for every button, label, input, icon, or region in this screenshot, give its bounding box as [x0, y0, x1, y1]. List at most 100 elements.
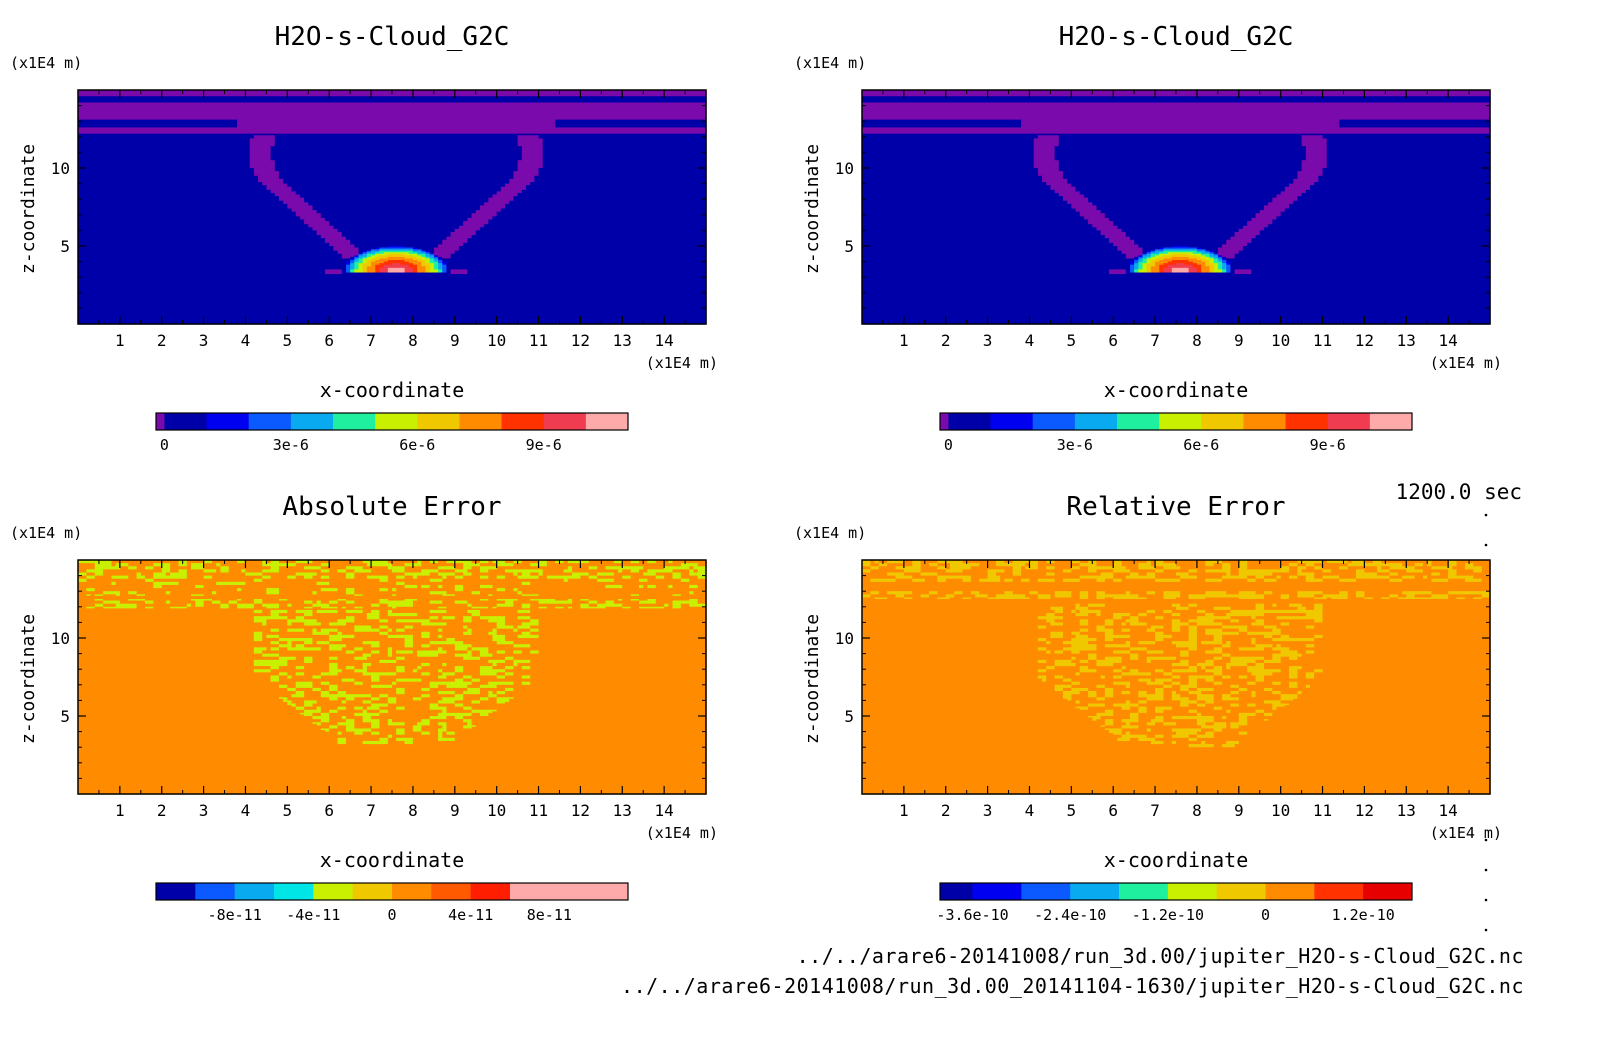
heatmap-cell — [128, 563, 154, 566]
heatmap-cell — [358, 253, 364, 256]
heatmap-cell — [1356, 591, 1365, 594]
heatmap-cell — [1247, 221, 1273, 224]
heatmap-cell — [1280, 622, 1290, 625]
heatmap-cell — [995, 595, 1026, 599]
heatmap-cell — [862, 263, 1131, 266]
heatmap-cell — [479, 650, 489, 653]
heatmap-cell — [862, 303, 1491, 306]
heatmap-cell — [78, 264, 347, 267]
heatmap-cell — [404, 583, 523, 586]
heatmap-cell — [1096, 227, 1118, 230]
heatmap-cell — [1100, 231, 1127, 235]
heatmap-cell — [253, 659, 288, 662]
heatmap-cell — [454, 655, 473, 658]
heatmap-cell — [1222, 267, 1227, 270]
heatmap-cell — [1163, 567, 1181, 570]
heatmap-cell — [216, 581, 247, 584]
heatmap-cell — [320, 236, 347, 239]
heatmap-cell — [1318, 178, 1491, 182]
heatmap-cell — [412, 600, 431, 603]
heatmap-cell — [505, 560, 515, 563]
heatmap-cell — [404, 670, 414, 673]
heatmap-cell — [78, 784, 707, 787]
heatmap-cell — [454, 638, 494, 641]
heatmap-cell — [354, 720, 364, 723]
heatmap-cell — [1188, 606, 1215, 609]
heatmap-cell — [345, 617, 355, 620]
heatmap-cell — [1138, 594, 1165, 597]
heatmap-cell — [78, 712, 301, 716]
heatmap-cell — [404, 586, 418, 589]
heatmap-cell — [446, 263, 707, 266]
heatmap-cell — [1088, 619, 1106, 622]
heatmap-cell — [488, 560, 494, 563]
heatmap-cell — [1188, 256, 1202, 260]
heatmap-cell — [78, 141, 251, 144]
heatmap-cell — [438, 267, 443, 270]
heatmap-cell — [78, 608, 707, 611]
heatmap-cell — [354, 574, 406, 577]
heatmap-cell — [496, 191, 523, 194]
heatmap-cell — [517, 599, 531, 602]
heatmap-cell — [1389, 574, 1399, 577]
heatmap-cell — [1079, 211, 1102, 214]
heatmap-cell — [962, 561, 997, 564]
heatmap-cell — [78, 308, 707, 311]
heatmap-cell — [78, 222, 305, 225]
heatmap-cell — [86, 578, 146, 581]
heatmap-cell — [1138, 616, 1156, 619]
heatmap-cell — [862, 308, 1491, 311]
heatmap-cell — [1075, 186, 1286, 189]
heatmap-cell — [228, 569, 242, 572]
heatmap-cell — [647, 570, 674, 574]
heatmap-cell — [484, 202, 510, 205]
heatmap-cell — [262, 623, 267, 627]
heatmap-cell — [1205, 611, 1232, 614]
heatmap-cell — [366, 250, 372, 253]
heatmap-cell — [304, 709, 322, 712]
heatmap-cell — [299, 217, 326, 221]
heatmap-cell — [488, 197, 515, 200]
heatmap-cell — [329, 242, 351, 246]
heatmap-cell — [78, 114, 707, 118]
heatmap-cell — [1146, 264, 1156, 267]
heatmap-cell — [479, 561, 489, 564]
heatmap-cell — [362, 642, 381, 645]
heatmap-cell — [362, 648, 389, 652]
heatmap-cell — [329, 686, 339, 689]
heatmap-cell — [371, 644, 381, 647]
heatmap-cell — [1188, 569, 1198, 572]
heatmap-cell — [887, 572, 905, 575]
heatmap-cell — [1326, 155, 1491, 158]
heatmap-cell — [1104, 214, 1257, 217]
heatmap-cell — [1196, 255, 1206, 258]
heatmap-cell — [412, 650, 418, 653]
heatmap-cell — [1012, 566, 1022, 569]
heatmap-cell — [186, 560, 205, 563]
x-tick-label: 12 — [1355, 331, 1374, 350]
heatmap-cell — [1247, 244, 1491, 247]
heatmap-cell — [1096, 591, 1106, 594]
heatmap-cell — [1297, 566, 1307, 569]
heatmap-cell — [270, 147, 523, 150]
heatmap-cell — [442, 267, 448, 270]
heatmap-cell — [862, 603, 1077, 606]
heatmap-cell — [1305, 157, 1328, 160]
heatmap-cell — [295, 708, 305, 711]
heatmap-cell — [1305, 564, 1315, 567]
heatmap-cell — [1125, 235, 1236, 238]
heatmap-cell — [1326, 143, 1491, 146]
heatmap-cell — [320, 728, 330, 731]
heatmap-cell — [216, 591, 267, 594]
heatmap-cell — [350, 261, 355, 264]
heatmap-cell — [862, 188, 1051, 191]
heatmap-cell — [862, 155, 1035, 158]
heatmap-cell — [295, 645, 305, 648]
heatmap-cell — [970, 597, 989, 600]
heatmap-cell — [1029, 578, 1039, 581]
heatmap-cell — [1142, 266, 1148, 269]
heatmap-cell — [1339, 124, 1491, 127]
heatmap-cell — [521, 149, 544, 152]
heatmap-cell — [1448, 564, 1458, 567]
heatmap-cell — [262, 631, 314, 634]
